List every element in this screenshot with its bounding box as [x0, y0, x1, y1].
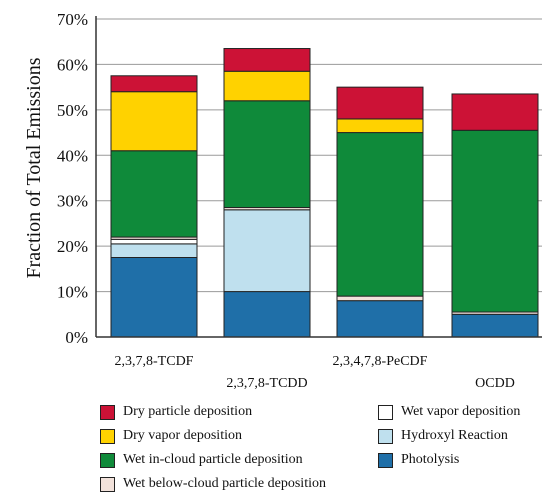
- y-tick-label: 40%: [57, 146, 88, 165]
- stacked-bar-chart: 0% 10% 20% 30% 40% 50% 60% 70% 2,3,7,8-TCDF 2,3,7…: [23, 10, 542, 391]
- bar-segment-wet-below-cloud-particle-deposition: [336, 295, 424, 302]
- bar-segment-photolysis: [451, 313, 539, 338]
- legend-item: Dry vapor deposition: [100, 428, 242, 444]
- legend-item: Photolysis: [378, 452, 459, 468]
- bar-segment-dry-vapor-deposition: [223, 70, 311, 102]
- x-tick-label: OCDD: [475, 376, 515, 391]
- legend-item: Hydroxyl Reaction: [378, 428, 508, 444]
- legend-label: Dry vapor deposition: [123, 428, 242, 443]
- bar-segment-photolysis: [336, 300, 424, 338]
- bar-segment-dry-particle-deposition: [223, 48, 311, 72]
- bar-segment-wet-vapor-deposition: [110, 238, 198, 245]
- y-tick-label: 20%: [57, 237, 88, 256]
- legend-label: Hydroxyl Reaction: [401, 428, 508, 443]
- bar-segment-dry-particle-deposition: [336, 86, 424, 120]
- legend-swatch: [100, 404, 115, 420]
- x-tick-label: 2,3,4,7,8-PeCDF: [333, 354, 428, 369]
- bar-segment-wet-in-cloud-particle-deposition: [223, 100, 311, 209]
- bar-segment-hydroxyl-reaction: [223, 209, 311, 293]
- y-tick-label: 0%: [65, 328, 88, 347]
- legend-swatch: [100, 476, 115, 492]
- chart-legend: Dry particle deposition Wet vapor deposit…: [100, 404, 542, 496]
- bar-segment-wet-in-cloud-particle-deposition: [336, 132, 424, 297]
- bar-segment-photolysis: [223, 291, 311, 338]
- legend-swatch: [378, 452, 393, 468]
- x-tick-label: 2,3,7,8-TCDD: [226, 376, 307, 391]
- bar-segment-dry-particle-deposition: [110, 75, 198, 93]
- legend-label: Wet in-cloud particle deposition: [123, 452, 303, 467]
- legend-swatch: [378, 404, 393, 420]
- y-axis-label: Fraction of Total Emissions: [23, 57, 45, 278]
- y-tick-label: 30%: [57, 192, 88, 211]
- y-tick-label: 10%: [57, 283, 88, 302]
- y-tick-label: 60%: [57, 55, 88, 74]
- y-tick-label: 70%: [57, 10, 88, 29]
- bar-segment-wet-in-cloud-particle-deposition: [451, 129, 539, 313]
- legend-item: Wet vapor deposition: [378, 404, 520, 420]
- legend-swatch: [100, 452, 115, 468]
- bar-segment-dry-vapor-deposition: [336, 118, 424, 134]
- legend-label: Dry particle deposition: [123, 404, 253, 419]
- bar-segment-dry-particle-deposition: [451, 93, 539, 131]
- bar-segment-wet-in-cloud-particle-deposition: [110, 150, 198, 238]
- legend-item: Wet in-cloud particle deposition: [100, 452, 303, 468]
- x-tick-label: 2,3,7,8-TCDF: [115, 354, 194, 369]
- bar-segment-photolysis: [110, 257, 198, 338]
- legend-label: Wet vapor deposition: [401, 404, 521, 419]
- legend-label: Photolysis: [401, 452, 460, 467]
- legend-label: Wet below-cloud particle deposition: [123, 476, 326, 491]
- legend-item: Dry particle deposition: [100, 404, 252, 420]
- bar-segment-hydroxyl-reaction: [110, 243, 198, 259]
- y-tick-label: 50%: [57, 101, 88, 120]
- legend-swatch: [378, 428, 393, 444]
- legend-item: Wet below-cloud particle deposition: [100, 476, 326, 492]
- bar-segment-dry-vapor-deposition: [110, 91, 198, 152]
- legend-swatch: [100, 428, 115, 444]
